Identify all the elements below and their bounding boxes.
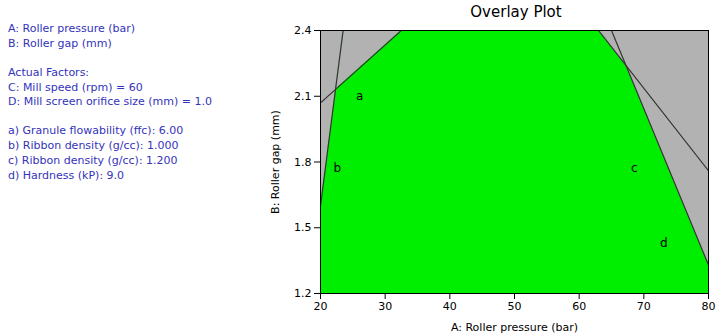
svg-text:1.5: 1.5 [294, 221, 312, 234]
svg-text:A: Roller pressure (bar): A: Roller pressure (bar) [451, 321, 578, 333]
html-text:b) Ribbon density (g/cc): 1.00: b) Ribbon density (g/cc): 1.000 [8, 139, 179, 153]
html-text:B: Roller gap (mm): B: Roller gap (mm) [8, 36, 112, 50]
html-text:d) Hardness (kP): 9.0: d) Hardness (kP): 9.0 [8, 168, 125, 182]
svg-text:1.2: 1.2 [294, 287, 312, 300]
svg-text:50: 50 [508, 300, 522, 313]
html-text:C: Mill speed (rpm) = 60: C: Mill speed (rpm) = 60 [8, 80, 143, 94]
svg-text:c: c [631, 161, 638, 175]
svg-text:d: d [660, 236, 668, 250]
svg-text:70: 70 [637, 300, 651, 313]
svg-text:b: b [333, 161, 341, 175]
svg-text:a: a [356, 89, 363, 103]
html-text:Actual Factors:: Actual Factors: [8, 65, 90, 79]
svg-text:B: Roller gap (mm): B: Roller gap (mm) [269, 110, 282, 214]
html-text:D: Mill screen orifice size (m: D: Mill screen orifice size (mm) = 1.0 [8, 95, 212, 109]
html-text:A: Roller pressure (bar): A: Roller pressure (bar) [8, 22, 136, 35]
svg-text:30: 30 [378, 300, 392, 313]
html-text:Overlay Plot: Overlay Plot [470, 3, 562, 21]
svg-text:40: 40 [443, 300, 457, 313]
html-text:c) Ribbon density (g/cc): 1.20: c) Ribbon density (g/cc): 1.200 [8, 153, 178, 167]
svg-text:1.8: 1.8 [294, 156, 312, 169]
svg-text:2.4: 2.4 [294, 24, 312, 37]
svg-text:80: 80 [702, 300, 716, 313]
svg-text:20: 20 [314, 300, 328, 313]
html-text:a) Granule flowability (ffc):: a) Granule flowability (ffc): 6.00 [8, 124, 184, 138]
svg-text:60: 60 [572, 300, 586, 313]
svg-text:2.1: 2.1 [294, 90, 312, 103]
